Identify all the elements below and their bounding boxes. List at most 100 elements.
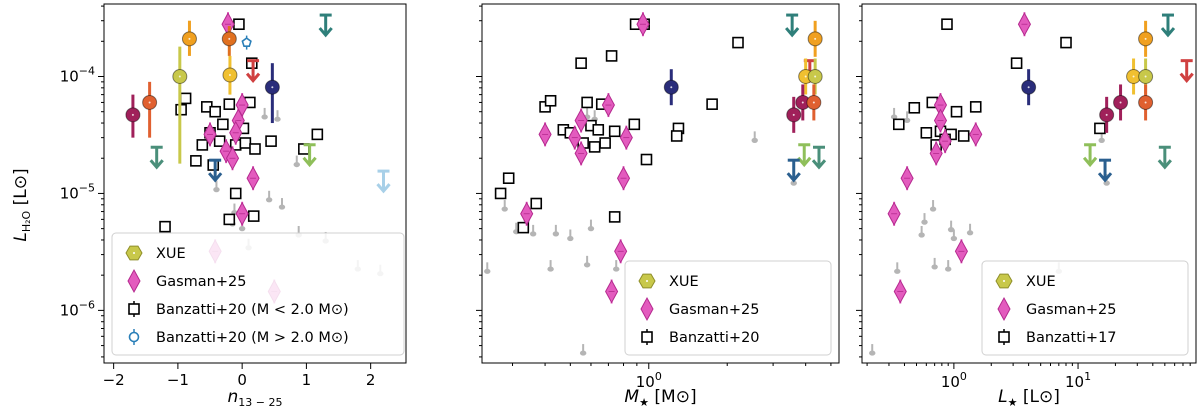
xue-center-mark (814, 75, 817, 78)
xue-center-mark (792, 113, 795, 116)
xue-center-mark (670, 86, 673, 89)
series-banzatti-20-m-2-0-m- (241, 35, 252, 50)
y-tick-label: 10−6 (60, 298, 95, 319)
xue-center-mark (1132, 75, 1135, 78)
banzatti-point (1060, 36, 1072, 49)
upper-limit-arrowhead (785, 27, 800, 38)
series-xue (663, 20, 823, 133)
grey-limit-point (583, 262, 591, 268)
banzatti-high-point (241, 37, 252, 48)
xue-center-mark (1119, 101, 1122, 104)
y-tick-label: 10−5 (60, 181, 95, 202)
grey-limit-point (903, 117, 911, 123)
x-tick-exp: 1 (1084, 370, 1091, 383)
y-tick-base: 10 (60, 68, 79, 86)
banzatti-point (908, 101, 921, 114)
xue-center-mark (1105, 113, 1108, 116)
banzatti-point (190, 155, 202, 167)
legend-gasman-marker (640, 296, 654, 322)
xue-center-mark (148, 101, 151, 104)
y-tick-label: 10−4 (60, 65, 95, 86)
grey-limit-point (274, 116, 281, 122)
banzatti-point (608, 211, 621, 223)
grey-limit-point (567, 235, 574, 242)
grey-limit-point (1098, 137, 1105, 143)
banzatti-point (592, 124, 605, 136)
banzatti-point (892, 118, 905, 131)
legend-entry: XUE (638, 273, 699, 290)
banzatti-point (969, 101, 982, 113)
grey-limit-point (278, 204, 286, 210)
xue-center-mark (804, 75, 807, 78)
legend-banzatti-high-marker (128, 331, 140, 343)
x-axis-label: n13 − 25 (228, 387, 283, 409)
x-tick-label: 101 (1065, 370, 1091, 391)
upper-limit-arrowhead (1082, 156, 1098, 168)
legend-entry: Gasman+25 (640, 296, 759, 322)
grey-limit-point (587, 226, 595, 232)
banzatti-point (502, 172, 515, 184)
grey-limit-point (921, 219, 928, 225)
legend-label: Banzatti+20 (M < 2.0 M⊙) (156, 302, 349, 318)
series-xue (125, 20, 280, 164)
legend-label: XUE (156, 246, 186, 262)
x-axis-label: L★ [L⊙] (998, 387, 1060, 409)
legend-label: XUE (1026, 274, 1056, 290)
legend-gasman-marker (127, 268, 141, 294)
xue-center-mark (814, 37, 817, 40)
banzatti-point (311, 128, 324, 141)
grey-limit-point (547, 266, 554, 272)
legend-xue-center (1003, 280, 1005, 282)
upper-limit-arrowhead (1160, 27, 1176, 38)
axes-frame (103, 3, 407, 364)
x-axis-label-unit: [M (649, 387, 676, 407)
grey-limit-point (261, 114, 268, 120)
banzatti-point (706, 98, 718, 110)
grey-limit-point (751, 137, 758, 143)
upper-limit-arrowhead (376, 183, 391, 194)
x-axis-label-main: n (228, 387, 239, 407)
upper-limit-arrowhead (1157, 159, 1172, 170)
banzatti-point (247, 210, 260, 222)
banzatti-point (1094, 122, 1106, 135)
x-axis-label: M★ [M⊙] (624, 387, 696, 409)
grey-limit-point (265, 197, 273, 203)
banzatti-point (494, 187, 507, 200)
banzatti-point (179, 92, 192, 105)
legend: XUE Gasman+25 Banzatti+20 (624, 260, 832, 356)
upper-limit-arrowhead (1097, 172, 1113, 183)
upper-limit-arrowhead (302, 156, 317, 168)
banzatti-point (605, 50, 618, 62)
legend-label: Banzatti+20 (M > 2.0 M⊙) (156, 330, 349, 346)
legend-gasman-marker (997, 296, 1011, 322)
banzatti-point (628, 118, 641, 131)
legend-entry: XUE (995, 273, 1056, 290)
grey-limit-point (501, 206, 508, 212)
grey-limit-point (929, 206, 937, 212)
upper-limit-arrowhead (208, 172, 223, 183)
y-axis-label: LH₂O [L⊙] (11, 168, 33, 241)
banzatti-point (950, 105, 963, 118)
upper-limit-arrowhead (318, 27, 333, 38)
series-gasman-25 (520, 12, 650, 304)
x-tick-label: 0 (237, 371, 247, 389)
legend-label: XUE (669, 274, 699, 290)
y-axis-label-unit: [L (11, 189, 31, 211)
y-axis-label-main: L (11, 232, 31, 241)
legend-entry: Banzatti+20 (M > 2.0 M⊙) (128, 329, 349, 346)
grey-limit-point (894, 268, 901, 274)
x-tick-label: −2 (103, 371, 125, 389)
banzatti-point (575, 57, 587, 69)
y-tick-base: 10 (60, 184, 79, 202)
legend-entry: Banzatti+20 (M < 2.0 M⊙) (128, 301, 349, 318)
xue-center-mark (188, 37, 191, 40)
legend-xue-center (646, 280, 648, 282)
banzatti-point (1010, 57, 1023, 69)
legend-label: Gasman+25 (669, 302, 759, 318)
data-layer (484, 12, 827, 356)
upper-limit-arrowhead (811, 159, 827, 170)
legend-label: Banzatti+20 (669, 330, 760, 346)
